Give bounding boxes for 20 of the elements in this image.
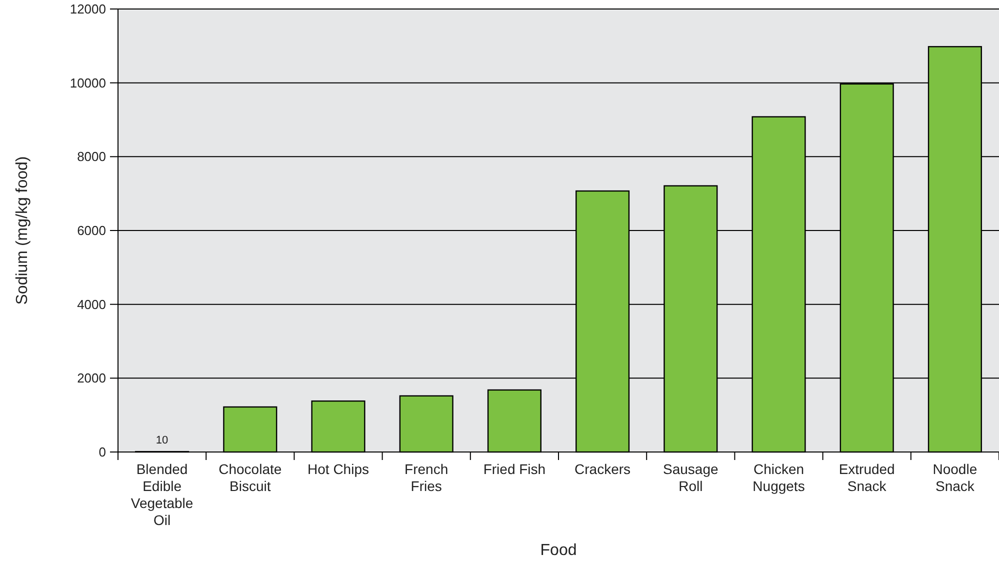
y-tick-label: 6000 — [77, 223, 106, 238]
x-tick-label: Fried Fish — [483, 461, 546, 477]
x-tick-label: Extruded Snack — [838, 461, 895, 494]
y-tick-label: 8000 — [77, 149, 106, 164]
x-tick-label: Sausage Roll — [663, 461, 718, 494]
y-tick-label: 4000 — [77, 296, 106, 312]
x-tick-label: Chicken Nuggets — [752, 461, 805, 494]
x-tick-label: Blended Edible Vegetable Oil — [130, 461, 194, 528]
data-label: 10 — [156, 434, 168, 447]
y-tick-label: 10000 — [70, 75, 106, 90]
y-axis-title: Sodium (mg/kg food) — [14, 156, 31, 305]
y-tick-label: 12000 — [70, 2, 106, 17]
y-tick-label: 0 — [98, 444, 106, 460]
x-tick-label: Hot Chips — [308, 461, 369, 477]
x-tick-label: French Fries — [404, 461, 448, 494]
x-tick-label: Noodle Snack — [932, 461, 978, 494]
x-tick-label: Crackers — [574, 461, 631, 477]
x-axis-title: Food — [540, 542, 577, 559]
y-tick-label: 2000 — [77, 370, 106, 386]
x-tick-label: Chocolate Biscuit — [218, 461, 282, 494]
